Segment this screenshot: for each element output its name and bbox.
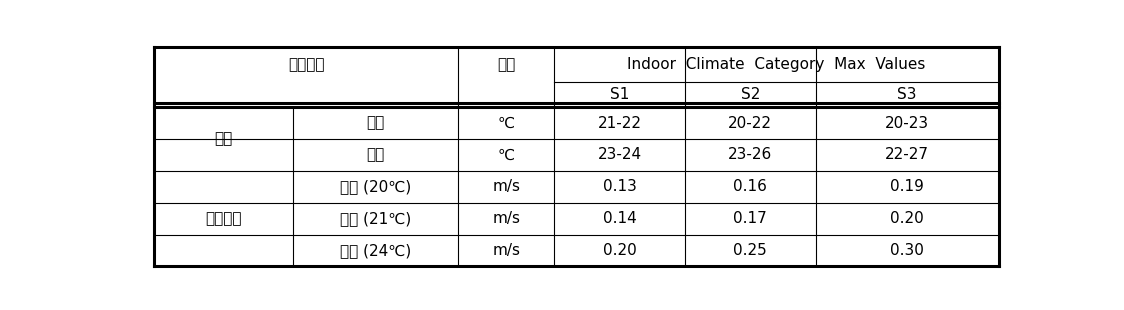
Text: 기류속도: 기류속도: [205, 211, 242, 226]
Text: 0.20: 0.20: [890, 211, 924, 226]
Text: ℃: ℃: [498, 147, 515, 162]
Text: S1: S1: [610, 87, 629, 102]
Text: 0.19: 0.19: [890, 179, 924, 194]
Text: 0.25: 0.25: [733, 243, 768, 258]
Text: 0.13: 0.13: [602, 179, 636, 194]
Text: 23-26: 23-26: [728, 147, 772, 162]
Text: m/s: m/s: [492, 179, 520, 194]
Text: S2: S2: [741, 87, 760, 102]
Text: 0.14: 0.14: [602, 211, 636, 226]
Text: m/s: m/s: [492, 211, 520, 226]
Text: 겨울 (21℃): 겨울 (21℃): [341, 211, 411, 226]
Text: 0.17: 0.17: [733, 211, 768, 226]
Text: 겨울: 겨울: [366, 116, 384, 131]
Text: 단위: 단위: [497, 57, 516, 72]
Text: 0.16: 0.16: [733, 179, 768, 194]
Text: 여름: 여름: [366, 147, 384, 162]
Text: ℃: ℃: [498, 116, 515, 131]
Text: 0.20: 0.20: [602, 243, 636, 258]
Text: 23-24: 23-24: [598, 147, 642, 162]
Text: 여름 (24℃): 여름 (24℃): [341, 243, 411, 258]
Text: 겨울 (20℃): 겨울 (20℃): [341, 179, 411, 194]
Text: Indoor  Climate  Category  Max  Values: Indoor Climate Category Max Values: [627, 57, 925, 72]
Text: 20-22: 20-22: [728, 116, 772, 131]
Text: S3: S3: [897, 87, 917, 102]
Text: 평가항목: 평가항목: [288, 57, 324, 72]
Text: 21-22: 21-22: [598, 116, 642, 131]
Text: 20-23: 20-23: [885, 116, 930, 131]
Text: 22-27: 22-27: [885, 147, 930, 162]
Text: 실온: 실온: [215, 131, 233, 147]
Text: 0.30: 0.30: [890, 243, 924, 258]
Text: m/s: m/s: [492, 243, 520, 258]
